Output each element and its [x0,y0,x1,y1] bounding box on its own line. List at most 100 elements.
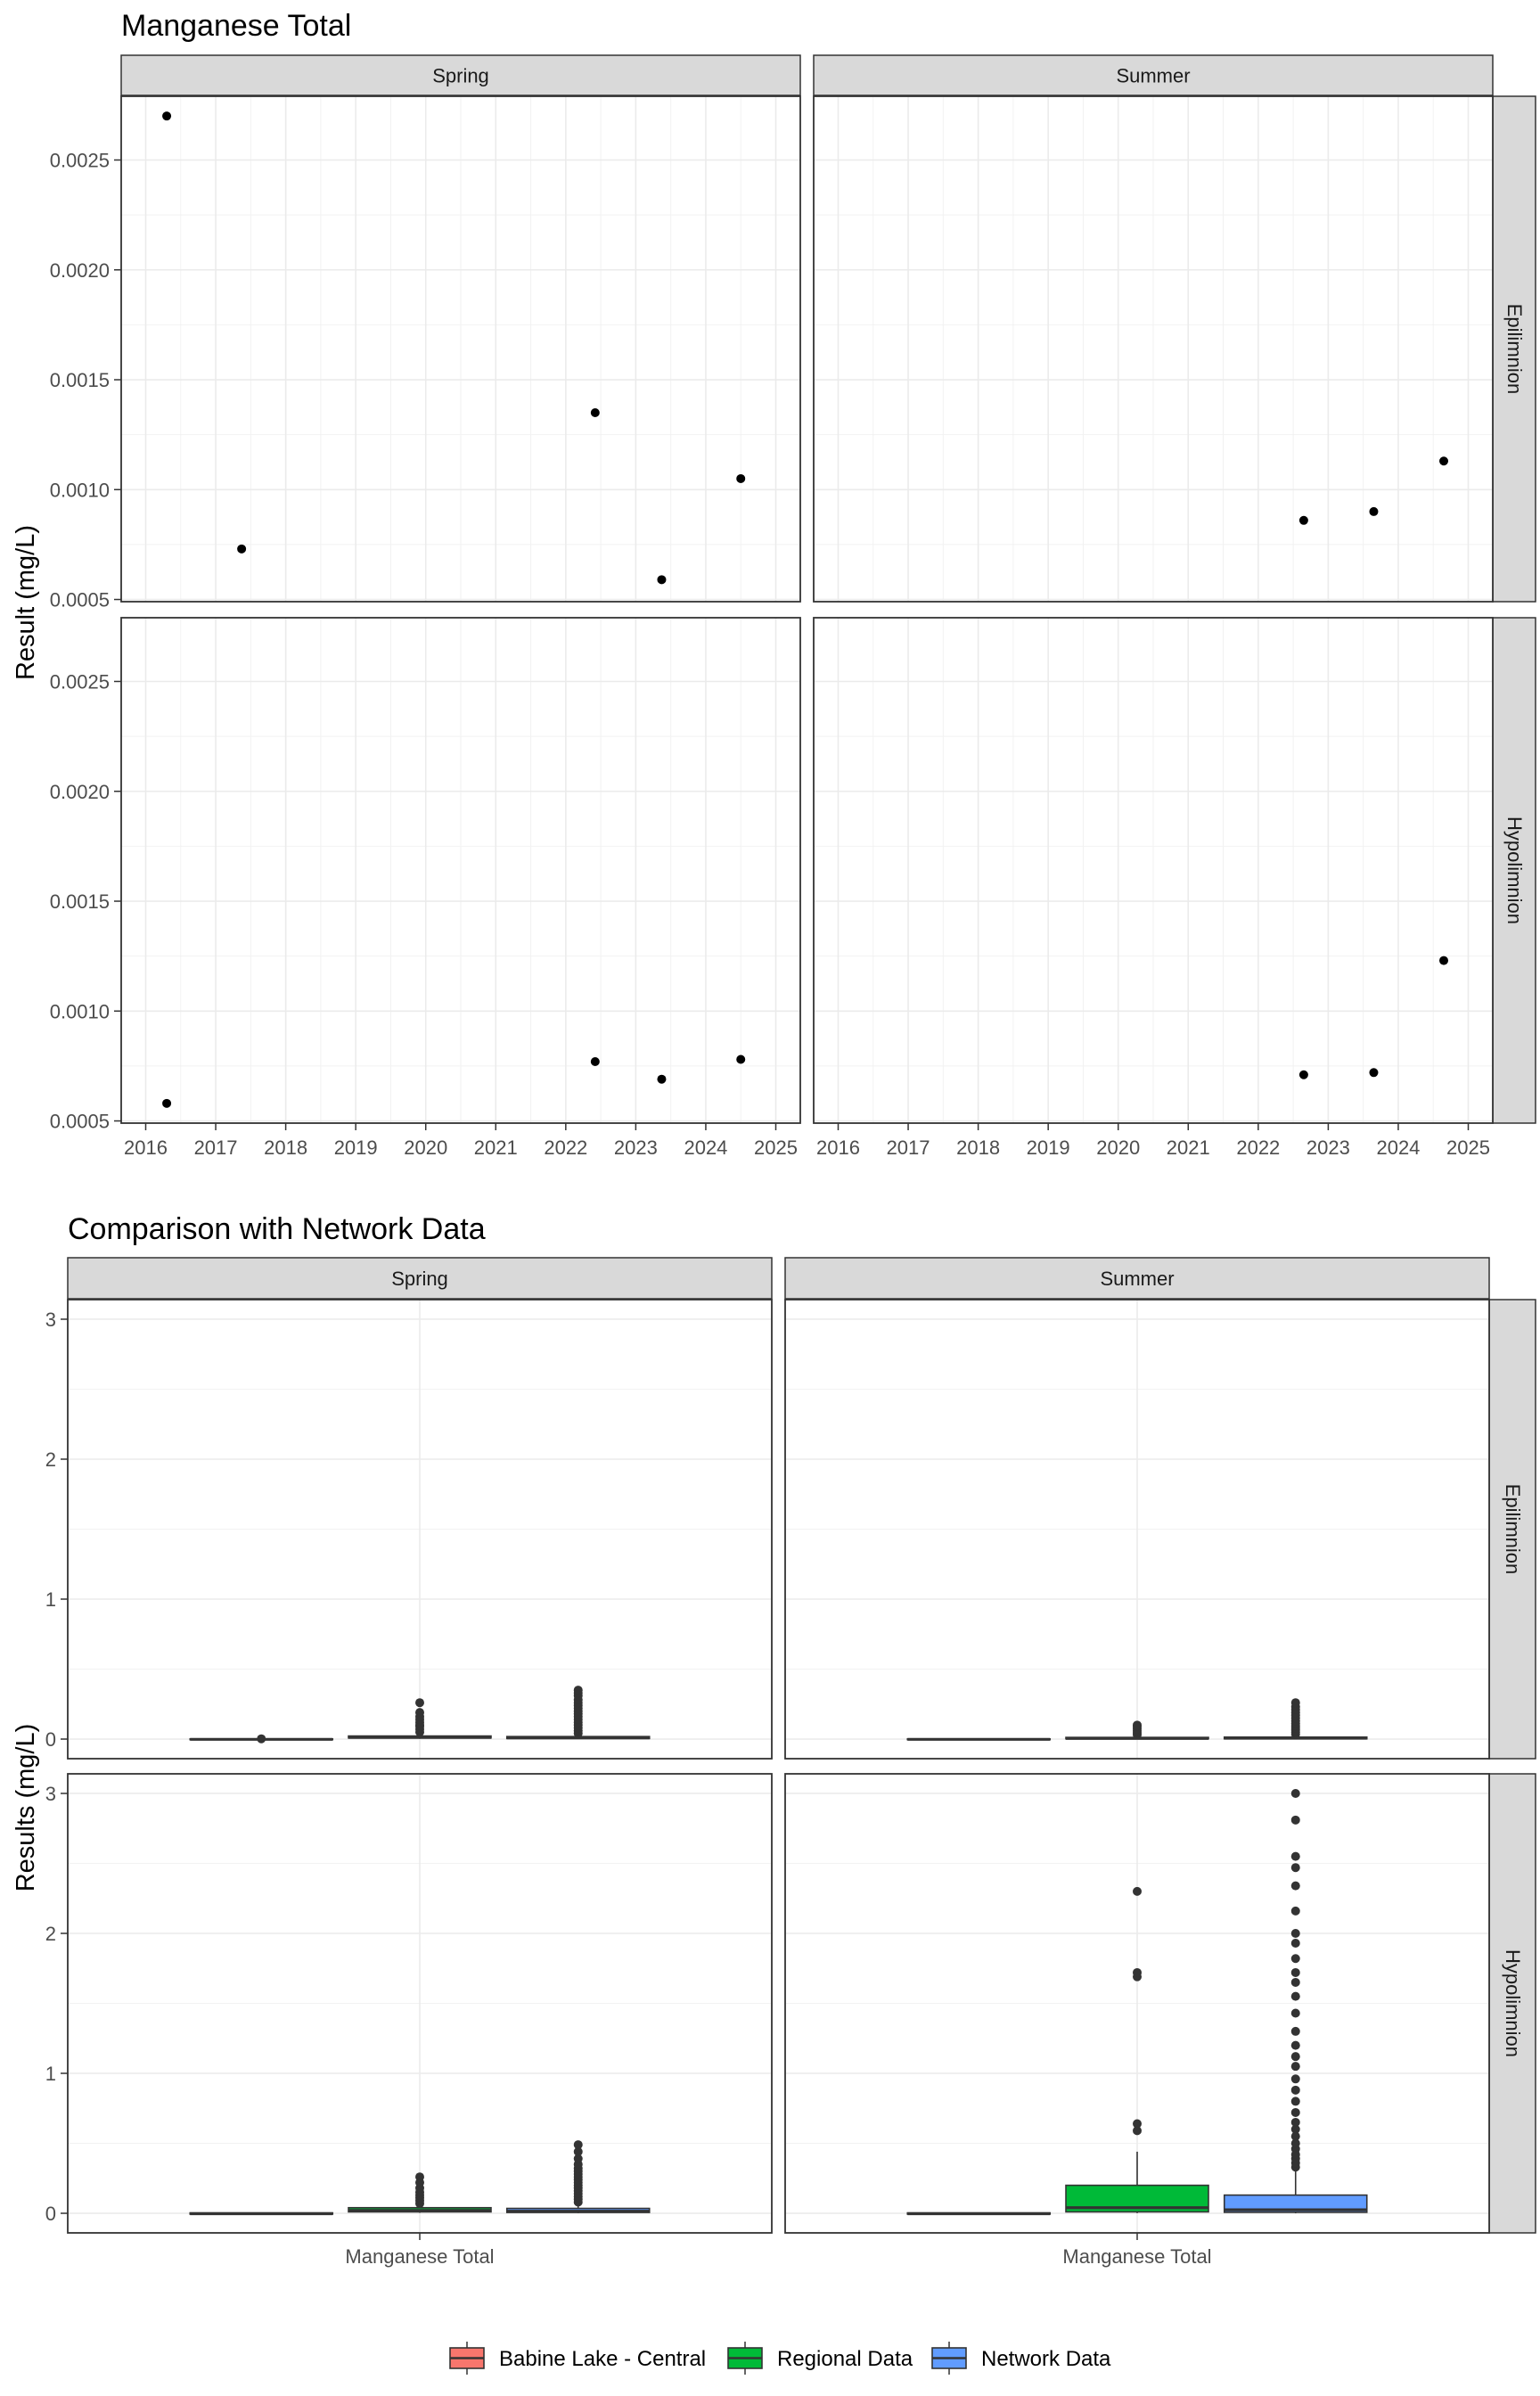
panel-summer-epilimnion [784,1299,1490,1760]
x-tick-label: 2025 [1446,1136,1490,1159]
x-tick-label: 2022 [544,1136,587,1159]
x-tick-label: 2023 [1307,1136,1350,1159]
strip-label-epilimnion: Epilimnion [1503,304,1526,395]
outlier-point [257,1734,266,1744]
box-regional-data [348,2172,492,2213]
panel-spring-hypolimnion [67,1773,773,2234]
data-point [1369,1068,1379,1078]
panel-border [120,617,801,1124]
box-regional-data [348,1698,492,1739]
x-tick-label: 2017 [194,1136,238,1159]
data-point [1298,1070,1308,1079]
outlier-point [1290,2107,1300,2117]
data-point [736,1054,746,1064]
x-tick-label: 2021 [1167,1136,1210,1159]
strip-label-spring: Spring [391,1268,448,1290]
x-tick-label: 2016 [124,1136,168,1159]
y-tick-label: 0.0005 [50,1111,110,1133]
box-babine-lake-central [189,2211,334,2216]
panel-border [784,1299,1490,1760]
outlier-point [1290,1977,1300,1987]
data-point [1298,515,1308,525]
outlier-point [1290,1938,1300,1948]
legend-item-babine-lake-central: Babine Lake - Central [449,2342,706,2375]
outlier-point [1290,2124,1300,2134]
y-tick-label: 0 [45,1728,56,1751]
box-body [1223,2194,1368,2213]
data-point [1439,956,1449,965]
outlier-point [1290,1851,1300,1861]
y-tick-label: 1 [45,2063,56,2085]
x-tick-label: 2020 [404,1136,447,1159]
y-axis-title: Result (mg/L) [12,525,40,680]
outlier-point [1133,1967,1142,1977]
x-tick-label: 2019 [334,1136,378,1159]
outlier-point [1290,1928,1300,1938]
outlier-point [1133,2126,1142,2136]
box-babine-lake-central [906,1737,1052,1741]
outlier-point [573,2146,583,2156]
box-regional-data [1065,1886,1209,2213]
legend-label: Regional Data [777,2347,913,2371]
strip-spring [67,1257,773,1300]
x-tick-label: 2024 [1376,1136,1420,1159]
box-babine-lake-central [906,2211,1052,2216]
panel-summer-epilimnion [813,95,1494,603]
panel-border [67,1299,773,1760]
data-point [657,1074,667,1084]
strip-hypolimnion [1488,1773,1536,2234]
legend-item-network-data: Network Data [931,2342,1111,2375]
y-tick-label: 3 [45,1783,56,1805]
panel-summer-hypolimnion [784,1773,1490,2234]
y-tick-label: 1 [45,1588,56,1611]
box-network-data [505,2140,651,2213]
y-tick-label: 2 [45,1923,56,1945]
outlier-point [1290,2062,1300,2072]
outlier-point [1290,1954,1300,1964]
y-tick-label: 0 [45,2203,56,2225]
chart-comparison-with-network-data: Comparison with Network Data Results (mg… [12,1212,1536,2268]
data-point [162,1098,172,1108]
y-tick-label: 3 [45,1309,56,1331]
y-tick-label: 0.0015 [50,369,110,391]
panel-border [120,95,801,603]
outlier-point [1290,1698,1300,1708]
x-tick-label: 2020 [1096,1136,1140,1159]
chart-title: Manganese Total [121,9,351,43]
panel-border [813,617,1494,1124]
strip-label-summer: Summer [1100,1268,1174,1290]
outlier-point [1290,1788,1300,1798]
y-tick-label: 0.0010 [50,1000,110,1022]
box-regional-data [1065,1720,1209,1740]
legend-label: Babine Lake - Central [499,2347,706,2371]
outlier-point [1290,1991,1300,2001]
x-tick-label: 2024 [684,1136,727,1159]
outlier-point [1290,1815,1300,1825]
chart-title: Comparison with Network Data [68,1212,486,1246]
outlier-point [1290,1863,1300,1873]
strip-label-hypolimnion: Hypolimnion [1503,816,1526,924]
x-tick-label: 2017 [887,1136,930,1159]
x-tick-label: Manganese Total [1062,2245,1211,2268]
outlier-point [415,1698,424,1708]
panel-spring-epilimnion [67,1299,773,1760]
data-point [736,473,746,483]
outlier-point [1290,2026,1300,2036]
y-tick-label: 0.0005 [50,589,110,611]
outlier-point [1290,2052,1300,2062]
x-tick-label: 2023 [614,1136,658,1159]
y-tick-label: 0.0010 [50,479,110,501]
outlier-point [1290,2040,1300,2050]
y-tick-label: 0.0015 [50,890,110,913]
chart-manganese-total: Manganese Total Result (mg/L) Spring Summ… [12,9,1536,1159]
y-tick-label: 0.0020 [50,259,110,282]
strip-label-spring: Spring [432,65,489,87]
data-point [162,111,172,121]
panel-border [813,95,1494,603]
x-tick-label: 2016 [816,1136,860,1159]
strip-epilimnion [1492,95,1536,603]
strip-hypolimnion [1492,617,1536,1124]
y-tick-label: 0.0025 [50,670,110,693]
data-point [1439,456,1449,466]
